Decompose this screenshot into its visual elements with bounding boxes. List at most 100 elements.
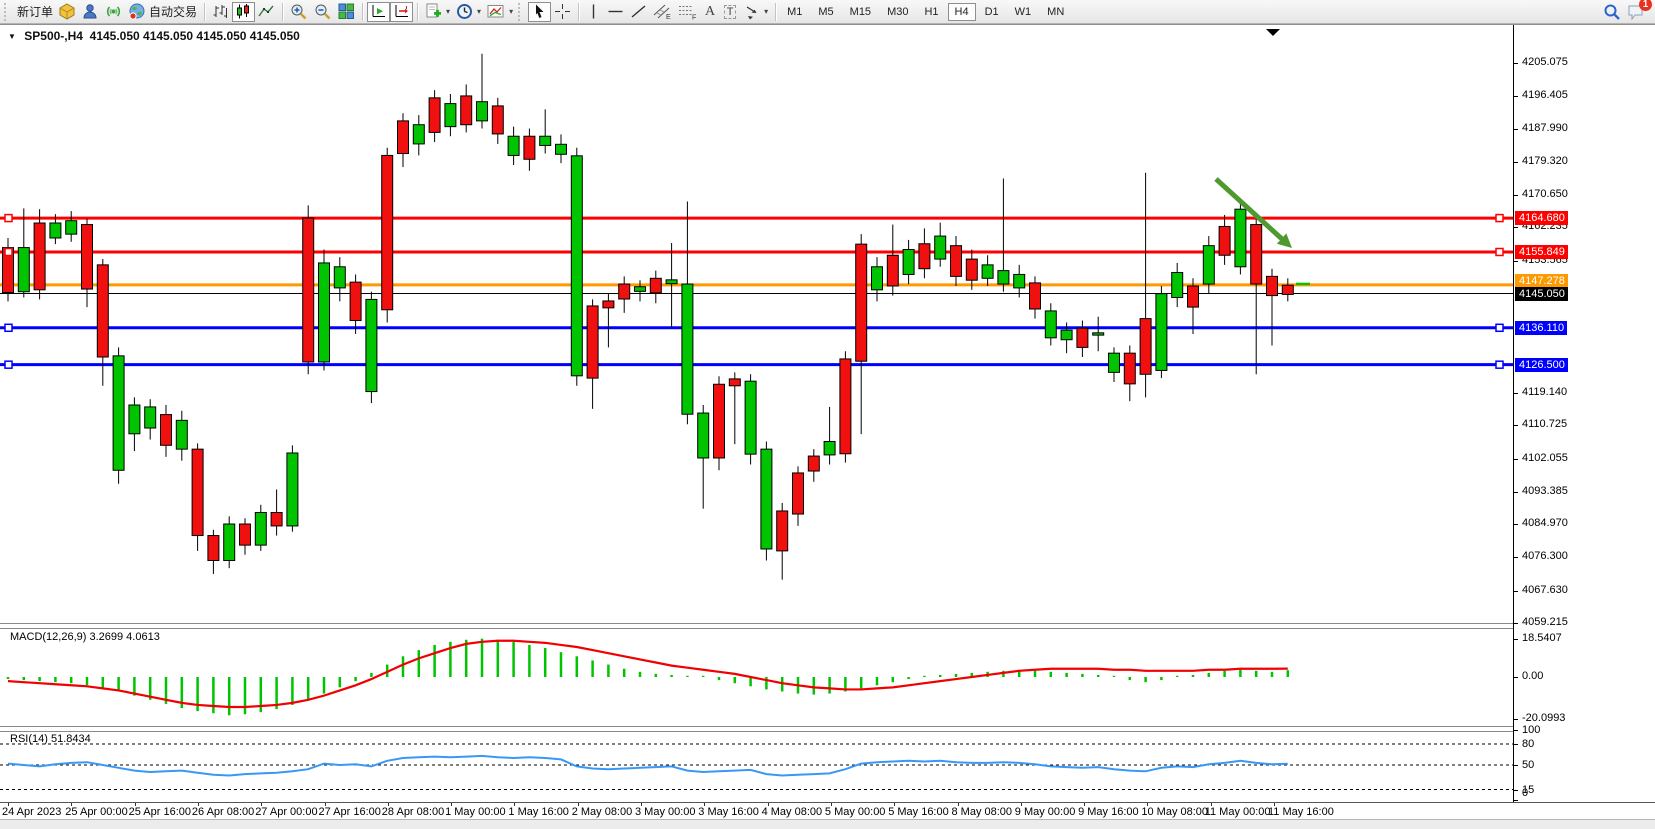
axis-tick <box>1514 491 1518 493</box>
trendline-tool-button[interactable] <box>627 2 650 22</box>
new-order-button[interactable]: 新订单 <box>14 2 56 22</box>
line-chart-button[interactable] <box>255 2 278 22</box>
candle-up <box>744 374 757 465</box>
pane-separator[interactable] <box>0 623 1655 629</box>
time-tick <box>1210 803 1212 806</box>
time-tick <box>577 803 579 806</box>
timeframe-H1[interactable]: H1 <box>924 5 939 18</box>
text-label-icon: T <box>723 4 737 19</box>
profile-button[interactable] <box>79 2 102 22</box>
tile-windows-button[interactable] <box>335 2 358 22</box>
candle-up <box>1108 347 1120 382</box>
candle-down <box>239 518 251 555</box>
time-tick-label: 4 May 08:00 <box>761 806 823 818</box>
chart-menu-triangle-icon[interactable]: ▼ <box>8 32 16 41</box>
timeframe-M30[interactable]: M30 <box>887 5 909 18</box>
candle-down <box>1076 320 1089 358</box>
crosshair-tool-button[interactable] <box>551 2 574 22</box>
toolbar-separator <box>282 2 284 21</box>
axis-tick <box>1514 789 1518 791</box>
candle-up <box>254 504 267 551</box>
price-tick-label: 4076.300 <box>1522 550 1568 563</box>
market-button[interactable] <box>56 2 79 22</box>
line-endpoint-marker <box>1495 323 1504 333</box>
time-axis[interactable]: 24 Apr 2023 25 Apr 00:00 25 Apr 16:00 26 Ap… <box>0 802 1655 820</box>
candle-up <box>539 109 552 154</box>
timeframe-M15[interactable]: M15 <box>849 5 872 18</box>
macd-axis-label: 18.5407 <box>1522 631 1562 644</box>
bar-chart-icon <box>213 5 228 18</box>
candle-up <box>760 441 773 561</box>
zoom-out-button[interactable] <box>311 2 335 22</box>
window-bottom-band <box>0 819 1655 829</box>
axis-tick <box>1514 718 1518 720</box>
equidistant-channel-tool-button[interactable]: E <box>650 2 675 22</box>
candle-up <box>365 291 378 404</box>
candle-down <box>1029 276 1041 319</box>
time-tick-label: 26 Apr 08:00 <box>191 806 255 818</box>
cursor-tool-button[interactable] <box>528 1 552 22</box>
toolbar-grip[interactable] <box>4 2 10 21</box>
macd-pane-canvas[interactable] <box>0 627 1513 726</box>
fibonacci-tool-button[interactable]: F <box>675 2 700 22</box>
time-tick-label: 8 May 08:00 <box>951 806 1013 818</box>
text-label-tool-button[interactable]: T <box>720 2 740 22</box>
timeframe-MN[interactable]: MN <box>1047 5 1065 18</box>
timeframe-D1[interactable]: D1 <box>984 5 999 18</box>
price-tag-4147.278: 4147.278 <box>1515 273 1568 288</box>
candle-down <box>1266 268 1278 346</box>
pane-separator[interactable] <box>0 726 1655 732</box>
timeframe-H4[interactable]: H4 <box>947 2 976 21</box>
candle-up <box>697 404 710 509</box>
chart-title-ohlc: 4145.050 4145.050 4145.050 4145.050 <box>89 29 300 43</box>
chart-shift-button[interactable] <box>390 1 414 22</box>
axis-tick <box>1514 63 1518 64</box>
timeframe-W1[interactable]: W1 <box>1014 5 1032 18</box>
vertical-line-tool-button[interactable] <box>583 2 604 22</box>
candle-up <box>318 249 330 371</box>
timeframe-M5[interactable]: M5 <box>818 5 834 18</box>
notifications-button[interactable]: 1 <box>1627 0 1652 21</box>
toolbar-grip[interactable] <box>518 2 524 21</box>
time-tick <box>1020 803 1022 806</box>
templates-button[interactable]: ▾ <box>484 2 516 22</box>
candle-up <box>333 257 346 302</box>
price-axis[interactable]: 4205.075 4196.405 4187.990 4179.320 4170.650… <box>1513 25 1655 802</box>
candle-up <box>49 214 62 245</box>
time-tick <box>8 803 9 806</box>
time-tick-label: 5 May 16:00 <box>888 806 949 818</box>
autotrading-button[interactable]: 自动交易 <box>125 2 200 22</box>
time-tick <box>387 803 389 806</box>
globe-icon <box>129 3 145 20</box>
candle-down <box>191 443 204 551</box>
candlestick-chart-button[interactable] <box>232 1 256 22</box>
horizontal-line-tool-button[interactable] <box>604 2 627 22</box>
zoom-in-button[interactable] <box>287 2 311 22</box>
auto-scroll-button[interactable] <box>367 1 391 22</box>
signals-button[interactable] <box>102 2 125 22</box>
text-tool-button[interactable]: A <box>700 2 720 22</box>
bar-chart-button[interactable] <box>209 2 232 22</box>
svg-text:E: E <box>666 14 671 20</box>
arrows-tool-button[interactable]: ▾ <box>740 2 771 22</box>
toolbar-separator <box>578 2 580 21</box>
price-tick-label: 4187.990 <box>1522 121 1568 134</box>
time-tick-label: 5 May 00:00 <box>824 806 886 818</box>
macd-axis-label: -20.0993 <box>1522 711 1566 724</box>
candle-down <box>2 237 14 302</box>
price-chart-canvas[interactable] <box>0 25 1513 623</box>
time-tick <box>704 803 706 806</box>
rsi-pane-canvas[interactable] <box>0 729 1513 800</box>
time-tick-label: 3 May 00:00 <box>635 806 696 818</box>
candle-down <box>602 293 615 348</box>
candle-down <box>586 299 599 409</box>
search-icon[interactable] <box>1603 3 1621 21</box>
time-tick <box>134 803 136 806</box>
time-tick <box>830 803 832 806</box>
periods-button[interactable]: ▾ <box>453 2 484 22</box>
indicators-button[interactable]: ▾ <box>422 2 453 22</box>
last-price-tick <box>1296 282 1310 286</box>
rsi-label: RSI(14) 51.8434 <box>10 733 91 745</box>
candle-down <box>918 228 931 279</box>
timeframe-M1[interactable]: M1 <box>787 5 803 18</box>
